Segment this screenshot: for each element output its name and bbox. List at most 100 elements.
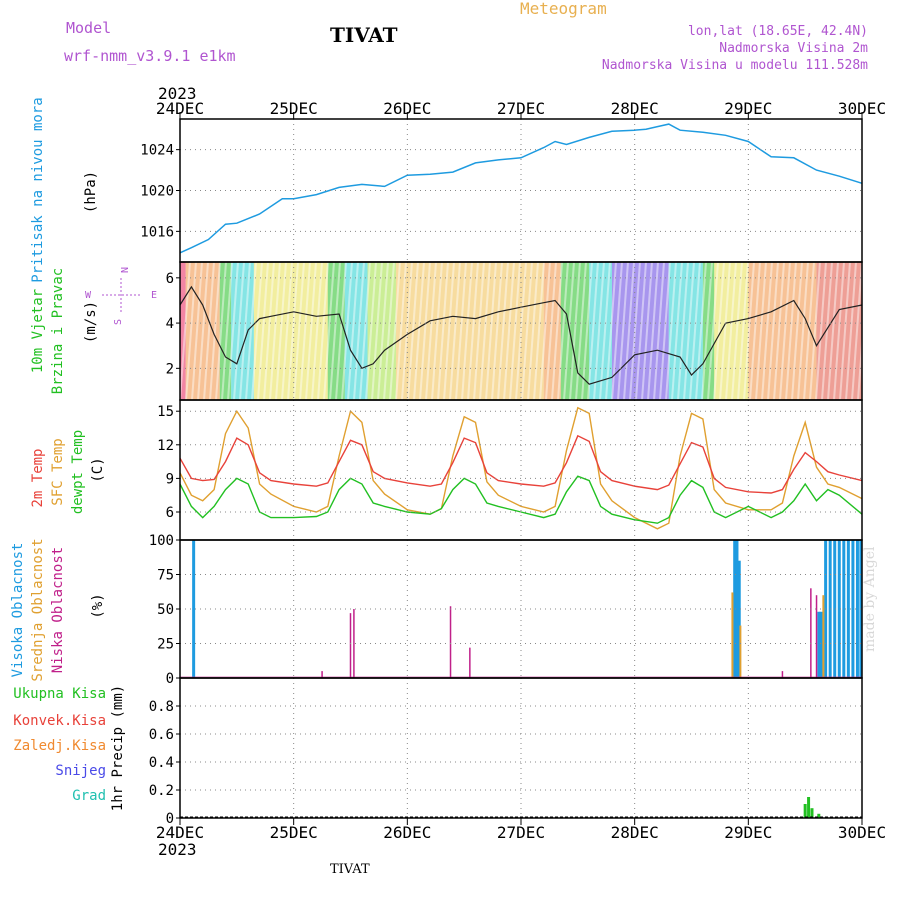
- x-tick-label-top: 26DEC: [383, 99, 431, 118]
- pressure-axis-label: Pritisak na nivou mora: [30, 97, 46, 282]
- wind-barb: [665, 261, 677, 401]
- precip-bar: [803, 804, 807, 818]
- year-label-bottom: 2023: [158, 840, 197, 859]
- wind-barb: [413, 261, 425, 401]
- y-tick-label: 100: [149, 533, 174, 549]
- cloud-bar-high: [819, 611, 823, 678]
- x-tick-label-bottom: 26DEC: [383, 823, 431, 842]
- wind-barb: [701, 261, 713, 401]
- wind-barb: [635, 261, 647, 401]
- wind-barb: [257, 261, 269, 401]
- wind-band: [748, 262, 817, 400]
- wind-barb: [179, 261, 191, 401]
- wind-barb: [605, 261, 617, 401]
- y-tick-label: 25: [157, 637, 174, 653]
- wind-barb: [215, 261, 227, 401]
- wind-band: [560, 262, 590, 400]
- wind-barb: [569, 261, 581, 401]
- wind-barb: [563, 261, 575, 401]
- wind-barb: [491, 261, 503, 401]
- wind-barb: [383, 261, 395, 401]
- cloud-bar-high: [851, 540, 855, 678]
- wind-barb: [209, 261, 221, 401]
- panel-frames: [179, 112, 863, 825]
- wind-barb: [539, 261, 551, 401]
- wind-barb: [371, 261, 383, 401]
- wind-barb: [551, 261, 563, 401]
- wind-barb: [617, 261, 629, 401]
- wind-barb: [197, 261, 209, 401]
- wind-barb: [377, 261, 389, 401]
- wind-band: [395, 262, 544, 400]
- y-tick-label: 0: [166, 811, 174, 827]
- elevation-info: Nadmorska Visina 2m: [719, 41, 868, 56]
- cloud-bar-high: [837, 540, 841, 678]
- wind-barb: [779, 261, 791, 401]
- wind-barb: [653, 261, 665, 401]
- wind-band: [714, 262, 749, 400]
- cloud-unit: (%): [90, 593, 106, 618]
- precip-legend-item: Ukupna Kisa: [13, 686, 106, 702]
- wind-barb: [857, 261, 869, 401]
- wind-barb: [827, 261, 839, 401]
- wind-barb: [833, 261, 845, 401]
- precip-legend-item: Snijeg: [55, 763, 106, 779]
- wind-barb: [629, 261, 641, 401]
- wind-barb: [425, 261, 437, 401]
- wind-barb: [575, 261, 587, 401]
- wind-barb: [839, 261, 851, 401]
- mid-cloud-label: Srednja Oblacnost: [30, 538, 46, 681]
- precip-bar: [817, 813, 821, 818]
- wind-barb: [389, 261, 401, 401]
- temp-unit: (C): [90, 457, 106, 482]
- wind-band: [702, 262, 715, 400]
- y-tick-label: 1016: [140, 224, 174, 240]
- wind-barb: [707, 261, 719, 401]
- wind-speed-line: [179, 285, 863, 385]
- wind-barb: [695, 261, 707, 401]
- dewpt-line: [179, 475, 863, 524]
- wind-band: [253, 262, 328, 400]
- wind-barb: [623, 261, 635, 401]
- y-tick-label: 12: [157, 438, 174, 454]
- wind-barb: [731, 261, 743, 401]
- wind-barb: [359, 261, 371, 401]
- wind-barb: [479, 261, 491, 401]
- wind-barb: [221, 261, 233, 401]
- y-tick-label: 15: [157, 404, 174, 420]
- wind-band: [611, 262, 669, 400]
- wind-barb: [497, 261, 509, 401]
- wind-band: [185, 262, 220, 400]
- x-tick-label-top: 29DEC: [724, 99, 772, 118]
- wind-barb: [821, 261, 833, 401]
- wind-barb: [743, 261, 755, 401]
- year-label-top: 2023: [158, 84, 197, 103]
- y-tick-label: 0.2: [149, 783, 174, 799]
- wind-barb: [263, 261, 275, 401]
- wind-barb: [677, 261, 689, 401]
- wind-barb: [545, 261, 557, 401]
- wind-barb: [683, 261, 695, 401]
- cloud-bar-high: [192, 540, 196, 678]
- wind-barb: [239, 261, 251, 401]
- wind-barb: [317, 261, 329, 401]
- y-tick-label: 0: [166, 671, 174, 687]
- wind-barb: [461, 261, 473, 401]
- wind-barb: [233, 261, 245, 401]
- x-tick-label-top: 30DEC: [838, 99, 886, 118]
- cloud-bar-low: [321, 671, 323, 678]
- wind-barb: [755, 261, 767, 401]
- wind-barb: [689, 261, 701, 401]
- precip-legend-item: Konvek.Kisa: [13, 713, 106, 729]
- x-tick-label-bottom: 30DEC: [838, 823, 886, 842]
- wind-barb: [347, 261, 359, 401]
- meteogram-label: Meteogram: [520, 0, 607, 18]
- wind-barb: [713, 261, 725, 401]
- lonlat-info: lon,lat (18.65E, 42.4N): [687, 24, 868, 39]
- wind-barb: [443, 261, 455, 401]
- wind-band: [816, 262, 862, 400]
- y-tick-label: 4: [166, 316, 174, 332]
- precip-bar: [810, 808, 814, 818]
- wind-barb: [641, 261, 653, 401]
